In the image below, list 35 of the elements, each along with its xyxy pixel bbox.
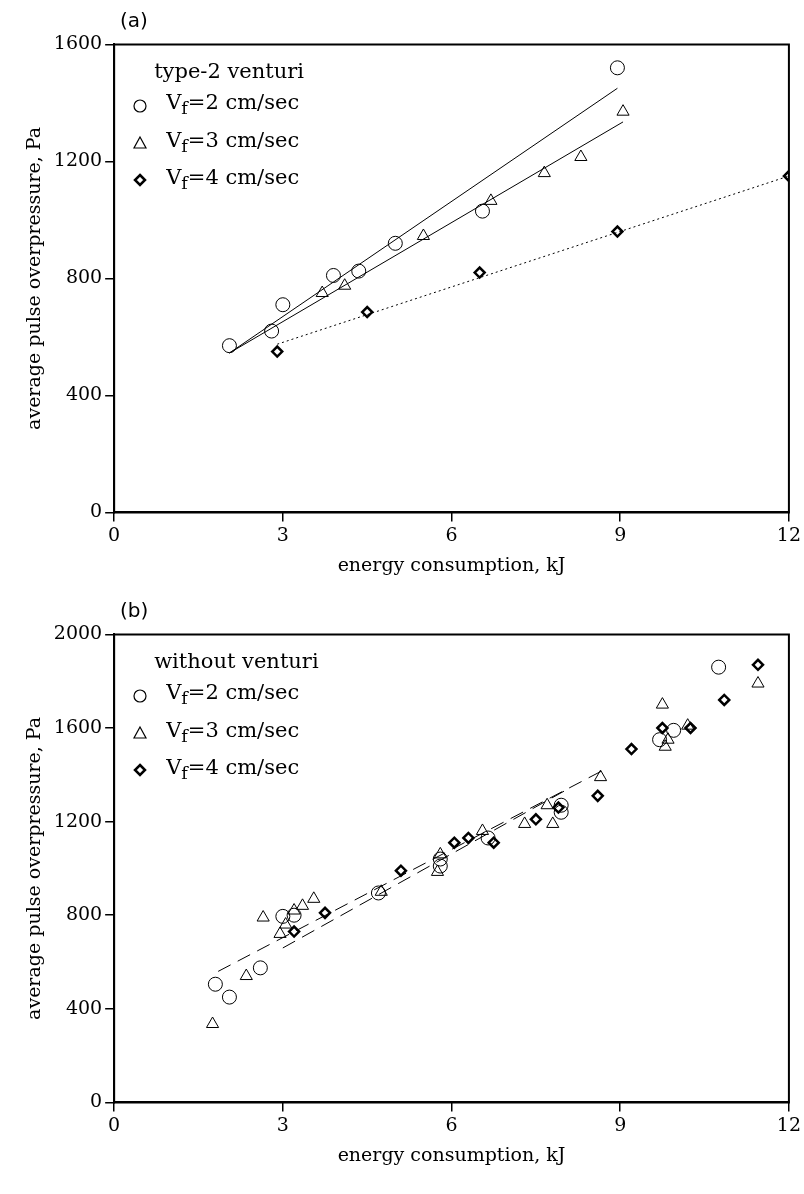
x-tick-label: 0 <box>108 1112 121 1135</box>
legend-title: type-2 venturi <box>153 58 304 86</box>
x-tick-label: 6 <box>445 522 458 545</box>
legend-label: V$_{f}$=4 cm/sec <box>166 163 300 195</box>
x-tick-label: 3 <box>276 522 289 545</box>
y-tick-label: 800 <box>65 265 103 288</box>
x-tick-label: 12 <box>776 522 802 545</box>
y-tick-label: 1600 <box>53 714 103 737</box>
y-tick-label: 0 <box>90 499 103 522</box>
legend-label: V$_{f}$=3 cm/sec <box>166 716 300 748</box>
x-tick-label: 12 <box>776 1112 802 1135</box>
y-tick-label: 400 <box>65 382 103 405</box>
x-axis-title: energy consumption, kJ <box>337 1142 566 1165</box>
y-tick-label: 0 <box>90 1089 103 1112</box>
y-tick-label: 1200 <box>53 148 103 171</box>
chart-title: (a) <box>120 8 148 32</box>
x-tick-label: 9 <box>614 522 627 545</box>
x-tick-label: 6 <box>445 1112 458 1135</box>
chart-title: (b) <box>120 598 149 622</box>
y-tick-label: 1200 <box>53 808 103 831</box>
y-tick-label: 2000 <box>53 621 103 644</box>
legend-label: V$_{f}$=4 cm/sec <box>166 753 300 785</box>
y-axis-title: average pulse overpressure, Pa <box>22 716 45 1020</box>
y-tick-label: 400 <box>65 995 103 1018</box>
legend-label: V$_{f}$=3 cm/sec <box>166 126 300 158</box>
y-tick-label: 1600 <box>53 31 103 54</box>
x-tick-label: 3 <box>276 1112 289 1135</box>
legend-title: without venturi <box>153 648 319 676</box>
legend-label: V$_{f}$=2 cm/sec <box>166 89 300 121</box>
y-tick-label: 800 <box>65 902 103 925</box>
legend-label: V$_{f}$=2 cm/sec <box>166 679 300 711</box>
x-tick-label: 0 <box>108 522 121 545</box>
x-tick-label: 9 <box>614 1112 627 1135</box>
x-axis-title: energy consumption, kJ <box>337 552 566 575</box>
y-axis-title: average pulse overpressure, Pa <box>22 126 45 430</box>
